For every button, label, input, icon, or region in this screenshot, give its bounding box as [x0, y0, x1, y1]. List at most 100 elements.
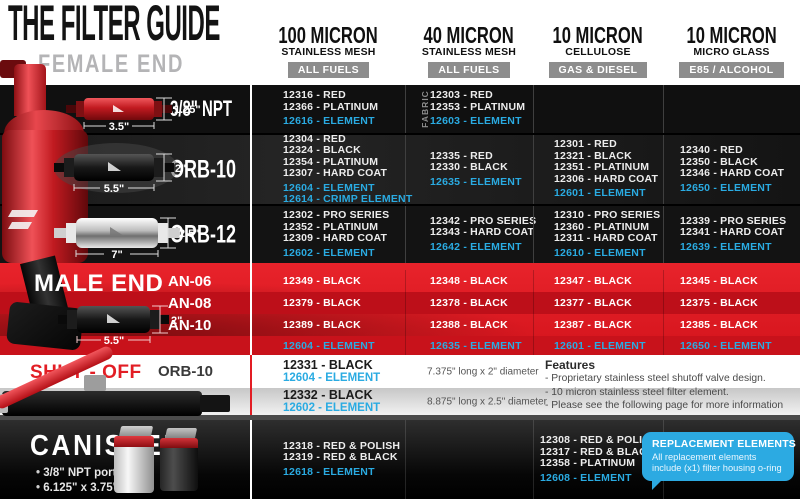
table-row-orb12: 2.5" 7" ORB-12 12302 - PRO SERIES 12352 -… — [0, 206, 800, 263]
fuel-badge: ALL FUELS — [287, 62, 370, 78]
callout-title: REPLACEMENT ELEMENTS — [652, 438, 797, 450]
part-number-list: 12318 - RED & POLISH 12319 - RED & BLACK — [283, 439, 405, 464]
dim-height-label: 2" — [175, 163, 186, 175]
table-cell: 12339 - PRO SERIES 12341 - HARD COAT 12639… — [663, 206, 800, 263]
features-list: - Proprietary stainless steel shutoff va… — [545, 372, 795, 413]
features-title: Features — [545, 358, 596, 372]
element-number: 12616 - ELEMENT — [283, 115, 375, 128]
column-header-40-micron: 40 MICRON STAINLESS MESH ALL FUELS — [405, 0, 533, 85]
canister-title: CANISTER — [30, 430, 186, 462]
part-number: 12331 - BLACK — [283, 358, 373, 372]
element-number: 12618 - ELEMENT — [283, 465, 375, 478]
table-cell-empty — [663, 85, 800, 133]
row-label-orb10: ORB-10 — [158, 363, 214, 380]
element-number: 12604 - ELEMENT — [283, 339, 375, 352]
column-divider — [250, 85, 252, 263]
part-number: 12316 - RED — [283, 89, 346, 102]
column-headers: 100 MICRON STAINLESS MESH ALL FUELS 40 M… — [252, 0, 800, 85]
spec-bullet: 3/8" NPT ports. — [36, 466, 126, 481]
table-cell-empty — [405, 420, 533, 499]
row-label-an08: AN-08 — [168, 294, 212, 312]
element-number: 12602 - ELEMENT — [283, 402, 381, 414]
part-number: 12310 - PRO SERIES — [554, 209, 661, 221]
table-cell: 12304 - RED 12324 - BLACK 12354 - PLATINUM… — [252, 133, 412, 205]
page-header: THE FILTER GUIDE FEMALE END 100 MICRON S… — [0, 0, 800, 85]
row-label-orb12: ORB-12 — [170, 220, 237, 248]
part-number: 12378 - BLACK — [405, 292, 533, 314]
element-number: 12650 - ELEMENT — [663, 336, 800, 355]
female-end-section: 1.25" 3.5" 3/8" NPT 12316 - RED 12366 - P… — [0, 85, 800, 263]
dim-height-label: 1.25" — [174, 104, 201, 116]
element-number: 12639 - ELEMENT — [680, 240, 772, 253]
column-media-label: CELLULOSE — [565, 46, 631, 58]
part-number: 12353 - PLATINUM — [430, 100, 526, 113]
element-number-list: 12639 - ELEMENT — [680, 240, 800, 254]
table-cell: 12340 - RED 12350 - BLACK 12346 - HARD COA… — [663, 135, 800, 204]
column-divider — [250, 355, 252, 415]
table-row-an06: AN-06 12349 - BLACK 12348 - BLACK 12347 … — [0, 270, 800, 292]
features-block: Features - Proprietary stainless steel s… — [545, 358, 795, 413]
male-end-section: MALE END 2" 5.5" AN-06 12349 - BLACK 123… — [0, 255, 800, 355]
row-side-orb12: 2.5" 7" ORB-12 — [0, 206, 252, 263]
table-row-38npt: 1.25" 3.5" 3/8" NPT 12316 - RED 12366 - P… — [0, 85, 800, 133]
element-number-list: 12618 - ELEMENT — [283, 465, 405, 479]
fuel-badge: E85 / ALCOHOL — [679, 62, 784, 78]
part-number: 12330 - BLACK — [430, 161, 508, 174]
part-number: 12302 - PRO SERIES — [283, 209, 390, 221]
part-number: 12389 - BLACK — [283, 319, 361, 331]
part-number-list: 12339 - PRO SERIES 12341 - HARD COAT — [680, 214, 800, 239]
column-media-label: STAINLESS MESH — [421, 46, 517, 58]
canister-cells: 12318 - RED & POLISH 12319 - RED & BLACK 1… — [252, 420, 800, 499]
feature-item: - Proprietary stainless steel shutoff va… — [545, 373, 766, 384]
page-title: THE FILTER GUIDE — [8, 0, 220, 51]
element-number: 12650 - ELEMENT — [680, 181, 772, 194]
part-number: 12341 - HARD COAT — [680, 226, 785, 239]
element-number: 12608 - ELEMENT — [540, 471, 632, 484]
table-row-an10: AN-10 12389 - BLACK 12388 - BLACK 12387 … — [0, 314, 800, 336]
part-number: 12377 - BLACK — [533, 292, 663, 314]
callout-body: All replacement elements include (x1) fi… — [652, 452, 782, 473]
size-note: 7.375" long x 2" diameter — [427, 366, 539, 377]
dim-length-label: 5.5" — [104, 335, 125, 347]
part-number: 12375 - BLACK — [663, 292, 800, 314]
dim-length-label: 3.5" — [109, 121, 130, 133]
feature-item: - 10 micron stainless steel filter eleme… — [545, 386, 729, 398]
spec-bullet: 6.125" x 3.75" — [36, 481, 126, 496]
element-number: 12610 - ELEMENT — [554, 246, 646, 259]
table-cell: 12335 - RED 12330 - BLACK 12635 - ELEMENT — [405, 135, 533, 204]
table-row-orb10: 2" 5.5" ORB-10 12304 - RED 12324 - BLACK 1… — [0, 133, 800, 205]
part-number: 12318 - RED & POLISH — [283, 439, 401, 452]
part-number: 12339 - PRO SERIES — [680, 214, 787, 227]
part-number: 12307 - HARD COAT — [283, 167, 388, 179]
element-number: 12635 - ELEMENT — [405, 336, 533, 355]
element-number: 12601 - ELEMENT — [554, 187, 646, 200]
element-number: 12642 - ELEMENT — [430, 240, 522, 253]
table-cell: 12342 - PRO SERIES 12343 - HARD COAT 12642… — [405, 206, 536, 263]
part-number: 12352 - PLATINUM — [283, 220, 379, 233]
table-cell: 12310 - PRO SERIES 12360 - PLATINUM 12311 … — [533, 206, 663, 263]
fuel-badge: GAS & DIESEL — [548, 62, 648, 78]
column-header-10-micron-micro-glass: 10 MICRON MICRO GLASS E85 / ALCOHOL — [663, 0, 800, 85]
column-micron-label: 10 MICRON — [552, 22, 644, 48]
part-number: 12348 - BLACK — [405, 270, 533, 292]
filter-photo-male: 2" 5.5" — [58, 305, 182, 347]
part-number: 12321 - BLACK — [554, 149, 632, 162]
part-number: 12332 - BLACK — [283, 388, 373, 402]
part-number: 12324 - BLACK — [283, 144, 361, 156]
dim-height-label: 2.5" — [179, 228, 200, 240]
part-number-list: 12340 - RED 12350 - BLACK 12346 - HARD COA… — [680, 144, 800, 180]
element-number-list: 12635 - ELEMENT — [430, 176, 533, 189]
part-number: 12354 - PLATINUM — [283, 155, 379, 168]
row-side-38npt: 1.25" 3.5" 3/8" NPT — [0, 85, 252, 133]
part-number: 12335 - RED — [430, 149, 493, 162]
part-number: 12340 - RED — [680, 144, 743, 156]
part-number: 12385 - BLACK — [663, 314, 800, 336]
table-cell: 12303 - RED 12353 - PLATINUM 12603 - ELEME… — [405, 85, 533, 133]
part-number: 12306 - HARD COAT — [554, 172, 659, 185]
row-label-38npt: 3/8" NPT — [170, 96, 232, 121]
part-number: 12379 - BLACK — [283, 297, 361, 309]
element-number-list: 12601 - ELEMENT — [554, 188, 663, 200]
part-number: 12345 - BLACK — [663, 270, 800, 292]
element-number-list: 12610 - ELEMENT — [554, 246, 663, 260]
table-cell: 12316 - RED 12366 - PLATINUM 12616 - ELEME… — [252, 85, 405, 133]
